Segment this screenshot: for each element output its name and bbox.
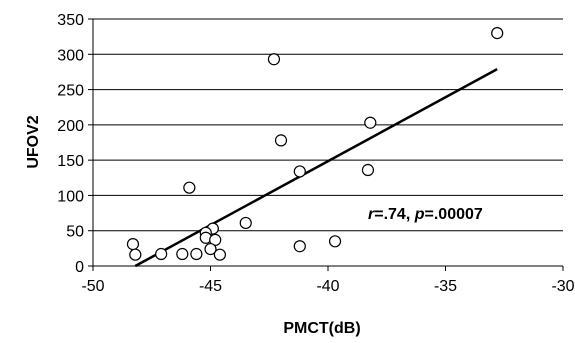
data-point	[328, 235, 342, 248]
data-point	[190, 247, 203, 261]
data-point	[155, 247, 168, 261]
x-tick-label: -50	[81, 278, 104, 295]
data-point	[293, 240, 306, 253]
data-point	[213, 248, 226, 261]
r-symbol: r	[368, 206, 375, 223]
trend-line	[134, 68, 498, 268]
y-tick-label: 200	[57, 118, 84, 135]
x-tick-label: -30	[551, 278, 574, 295]
data-point	[239, 216, 252, 230]
x-tick-label: -40	[316, 278, 339, 295]
data-point	[274, 134, 288, 147]
y-axis-title: UFOV2	[25, 115, 42, 168]
data-points	[126, 27, 504, 261]
data-point	[183, 181, 196, 194]
y-tick-label: 300	[57, 47, 84, 64]
p-value: =.00007	[425, 206, 483, 223]
y-tick-label: 350	[57, 12, 84, 29]
data-point	[204, 242, 217, 256]
y-tick-labels: 0 50 100 150 200 250 300 350	[57, 12, 84, 276]
y-tick-label: 250	[57, 83, 84, 100]
y-tick-label: 0	[75, 259, 84, 276]
x-tick-label: -45	[199, 278, 222, 295]
data-point	[361, 163, 375, 177]
data-point	[293, 165, 306, 178]
gridlines	[93, 18, 563, 232]
x-axis-title: PMCT(dB)	[283, 320, 360, 337]
data-point	[176, 247, 189, 261]
data-point	[491, 27, 504, 40]
data-point	[364, 116, 377, 129]
correlation-annotation: r=.74, p=.00007	[368, 206, 483, 223]
p-symbol: p	[414, 206, 425, 223]
data-point	[267, 53, 281, 66]
r-value: =.74,	[374, 206, 414, 223]
y-tick-label: 50	[66, 224, 84, 241]
x-tick-label: -35	[434, 278, 457, 295]
x-tick-labels: -50 -45 -40 -35 -30	[81, 278, 574, 295]
y-tick-label: 150	[57, 153, 84, 170]
data-point	[126, 238, 140, 251]
axes	[88, 18, 564, 271]
y-tick-label: 100	[57, 188, 84, 205]
data-point	[129, 248, 142, 261]
